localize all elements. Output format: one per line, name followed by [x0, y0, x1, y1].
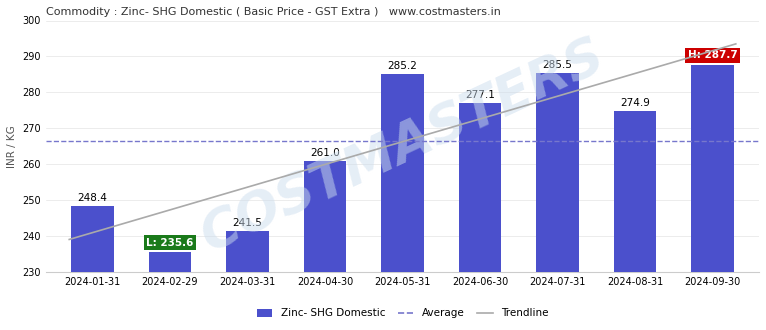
Bar: [459, 103, 501, 272]
Text: 277.1: 277.1: [465, 90, 495, 100]
Bar: [226, 231, 269, 272]
Text: COSTMASTERS: COSTMASTERS: [192, 30, 613, 263]
Text: L: 235.6: L: 235.6: [146, 238, 194, 248]
Text: 285.2: 285.2: [388, 61, 417, 71]
Text: 274.9: 274.9: [620, 98, 650, 108]
Text: 248.4: 248.4: [77, 193, 107, 203]
Text: 285.5: 285.5: [542, 60, 572, 70]
Text: 261.0: 261.0: [310, 148, 340, 158]
Bar: [536, 73, 579, 272]
Text: H: 287.7: H: 287.7: [688, 50, 738, 60]
Text: Commodity : Zinc- SHG Domestic ( Basic Price - GST Extra )   www.costmasters.in: Commodity : Zinc- SHG Domestic ( Basic P…: [46, 7, 501, 17]
Bar: [691, 65, 734, 272]
Y-axis label: INR / KG: INR / KG: [7, 125, 17, 168]
Text: 241.5: 241.5: [233, 218, 263, 228]
Legend: Zinc- SHG Domestic, Average, Trendline: Zinc- SHG Domestic, Average, Trendline: [253, 304, 552, 322]
Bar: [614, 111, 656, 272]
Bar: [381, 74, 424, 272]
Bar: [149, 252, 192, 272]
Bar: [303, 161, 346, 272]
Bar: [71, 206, 114, 272]
